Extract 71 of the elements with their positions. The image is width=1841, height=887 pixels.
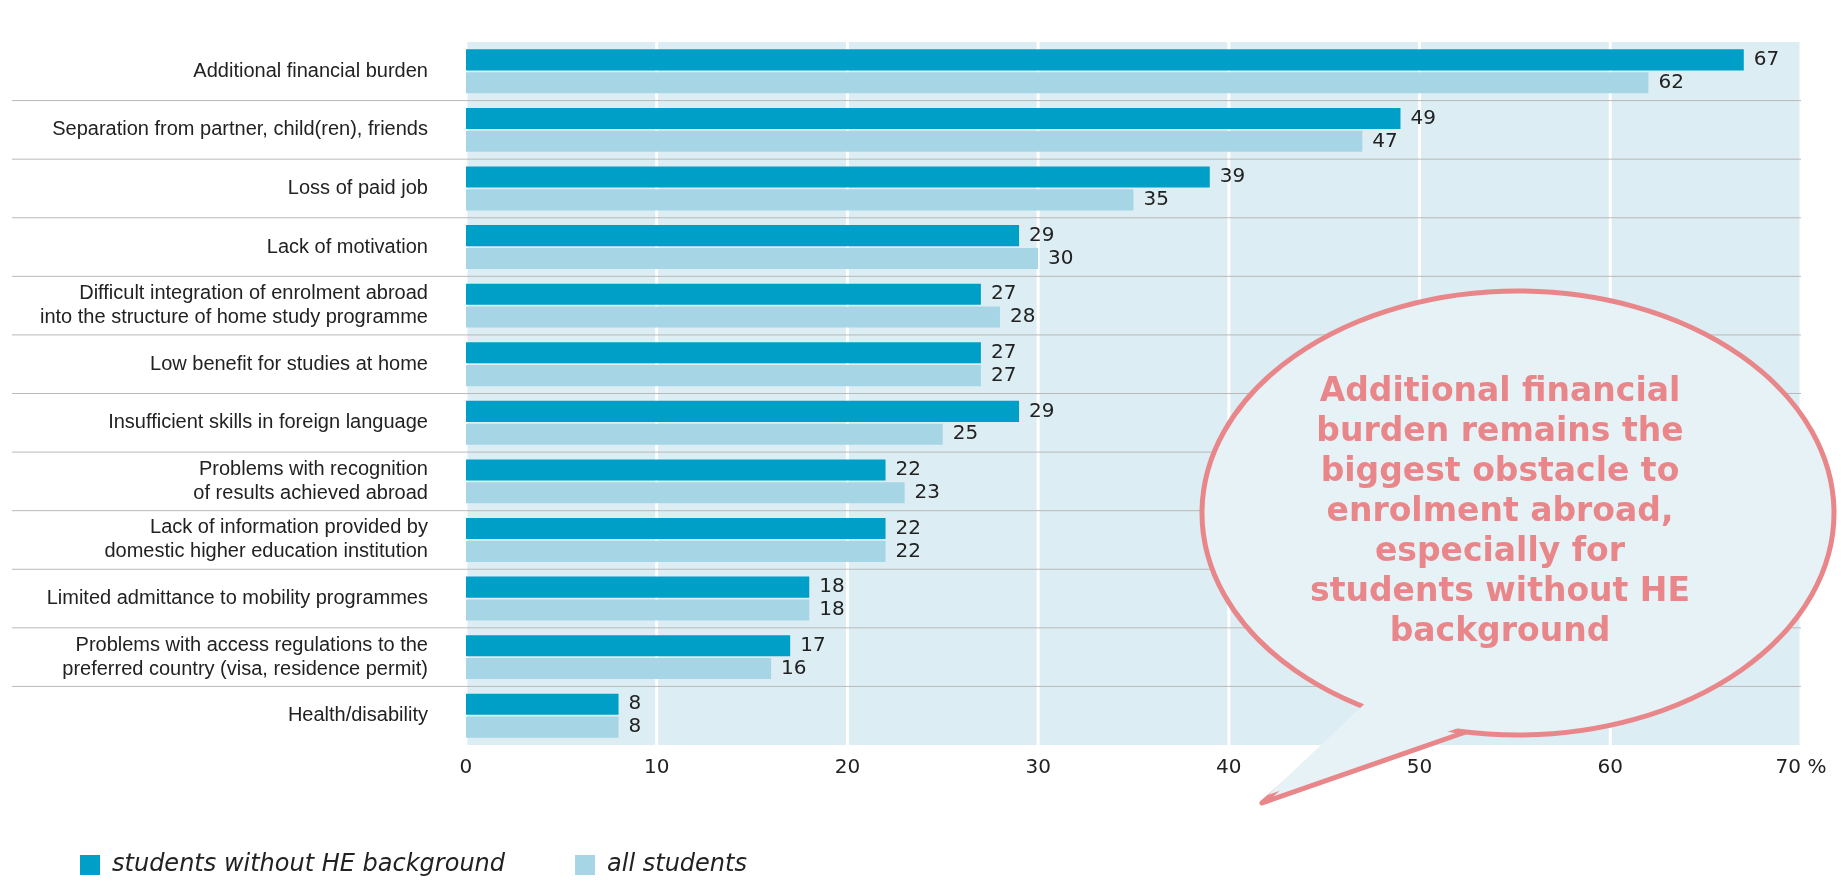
data-label: 39 bbox=[1219, 163, 1246, 188]
x-tick-label: 30 bbox=[1025, 754, 1051, 779]
bar bbox=[465, 459, 886, 481]
x-tick-label: 50 bbox=[1406, 754, 1433, 779]
data-label: 18 bbox=[819, 596, 845, 621]
y-tick-label: Health/disability bbox=[287, 703, 428, 726]
y-tick-label: Limited admittance to mobility programmes bbox=[46, 586, 428, 609]
data-label: 47 bbox=[1372, 127, 1398, 152]
x-tick-label: 10 bbox=[643, 754, 670, 779]
data-label: 62 bbox=[1658, 68, 1684, 93]
y-tick-label: Additional financial burden bbox=[193, 58, 428, 81]
bar bbox=[465, 342, 981, 364]
data-label: 27 bbox=[990, 361, 1017, 386]
data-label: 27 bbox=[990, 338, 1017, 363]
bar bbox=[465, 599, 810, 621]
legend-label: all students bbox=[607, 849, 747, 878]
data-label: 27 bbox=[990, 280, 1017, 305]
bar bbox=[465, 49, 1744, 71]
bar bbox=[465, 189, 1134, 211]
data-label: 8 bbox=[628, 690, 642, 715]
bar bbox=[465, 107, 1401, 129]
bar bbox=[465, 658, 772, 680]
bar bbox=[465, 482, 905, 504]
y-tick-label: Loss of paid job bbox=[287, 175, 428, 198]
bar bbox=[465, 635, 791, 657]
bar bbox=[465, 540, 886, 562]
bar bbox=[465, 72, 1649, 94]
y-tick-label: Problems with recognition of results achieved abroad bbox=[193, 456, 428, 503]
y-tick-label: Lack of motivation bbox=[266, 234, 428, 257]
data-label: 29 bbox=[1029, 221, 1055, 246]
bar bbox=[465, 518, 886, 540]
data-label: 18 bbox=[819, 573, 845, 598]
data-label: 22 bbox=[895, 537, 921, 562]
bar bbox=[465, 400, 1020, 422]
legend-label: students without HE background bbox=[112, 849, 506, 878]
y-tick-label: Separation from partner, child(ren), friends bbox=[52, 117, 428, 140]
data-label: 49 bbox=[1410, 104, 1436, 129]
data-label: 35 bbox=[1143, 186, 1169, 211]
y-tick-label: Problems with access regulations to the preferred country (visa, residence permit) bbox=[62, 632, 428, 679]
bar bbox=[465, 423, 943, 445]
data-label: 22 bbox=[895, 456, 921, 481]
data-label: 16 bbox=[781, 654, 807, 679]
y-tick-label: Difficult integration of enrolment abroad into the structure of home study programme bbox=[39, 281, 428, 328]
bar bbox=[465, 247, 1039, 269]
bar bbox=[465, 225, 1020, 247]
x-tick-label: 0 bbox=[459, 754, 473, 779]
x-tick-label: 20 bbox=[834, 754, 861, 779]
data-label: 30 bbox=[1048, 244, 1074, 269]
x-tick-label: 70 % bbox=[1775, 754, 1827, 779]
data-label: 22 bbox=[895, 514, 921, 539]
data-label: 23 bbox=[914, 479, 941, 503]
y-tick-label: Insufficient skills in foreign language bbox=[108, 410, 428, 433]
y-tick-label: Low benefit for studies at home bbox=[150, 351, 428, 374]
data-label: 8 bbox=[628, 713, 642, 738]
x-tick-label: 40 bbox=[1216, 754, 1242, 779]
bar bbox=[465, 306, 1000, 328]
data-label: 28 bbox=[1009, 303, 1036, 328]
annotation: Additional financial burden remains the biggest obstacle to enrolment abroad, especially for students without HE background bbox=[1309, 370, 1691, 650]
data-label: 29 bbox=[1029, 397, 1055, 422]
y-tick-label: Lack of information provided by domestic higher education institution bbox=[104, 515, 428, 562]
data-label: 67 bbox=[1753, 46, 1780, 71]
data-label: 17 bbox=[800, 631, 826, 656]
bar bbox=[465, 716, 619, 738]
bar bbox=[465, 166, 1210, 188]
bar bbox=[465, 283, 981, 305]
bar bbox=[465, 130, 1363, 152]
x-tick-label: 60 bbox=[1597, 754, 1624, 779]
bar bbox=[465, 365, 981, 387]
bar bbox=[465, 693, 619, 715]
data-label: 25 bbox=[952, 420, 979, 445]
bar bbox=[465, 576, 810, 598]
